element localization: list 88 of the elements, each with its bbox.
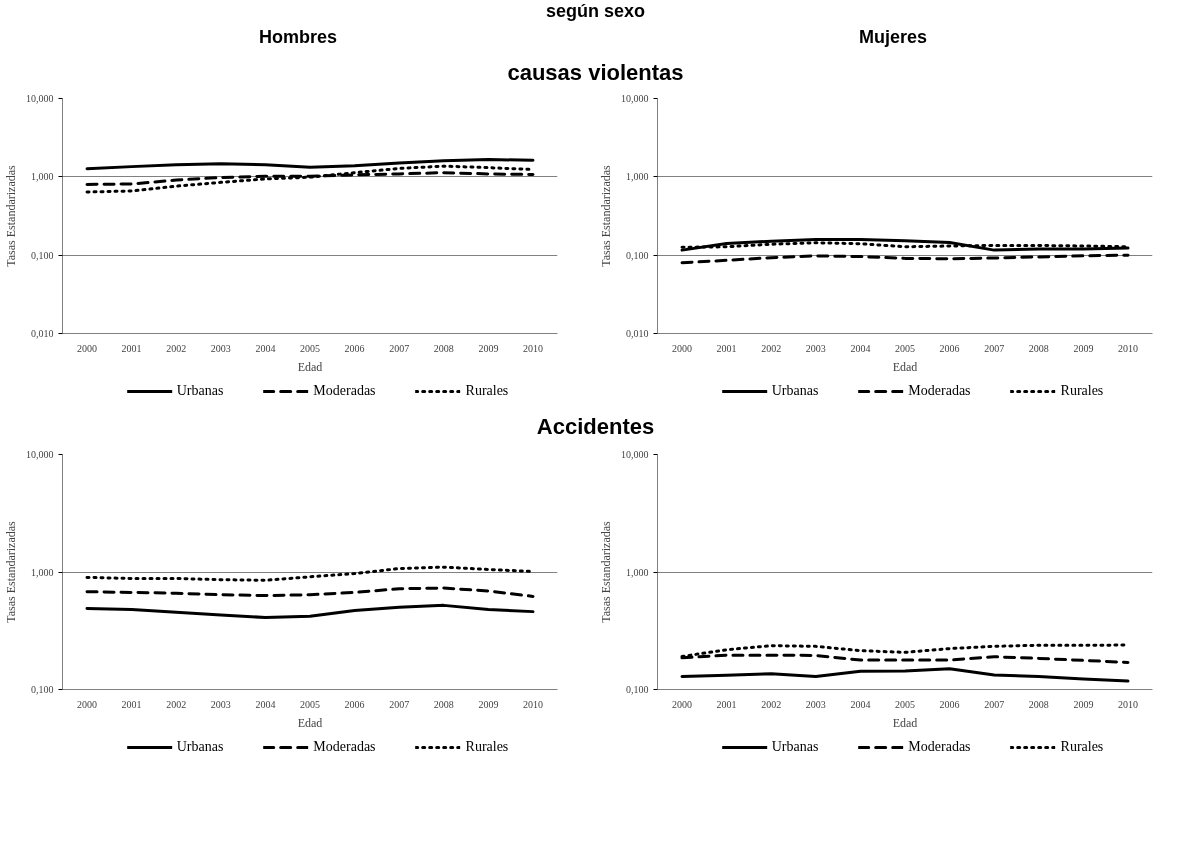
x-tick-label: 2002: [166, 342, 187, 354]
x-tick-label: 2004: [850, 698, 871, 710]
x-tick-label: 2005: [300, 698, 320, 710]
legend-label: Urbanas: [176, 739, 224, 755]
chart-title: Mujeres: [858, 26, 928, 47]
y-axis-title: Tasas Estandarizadas: [4, 164, 18, 267]
legend-label: Rurales: [1060, 383, 1104, 399]
x-tick-label: 2007: [984, 698, 1005, 710]
x-tick-label: 2009: [478, 698, 499, 710]
x-tick-label: 2005: [895, 342, 915, 354]
text: causas violentas: [507, 60, 684, 85]
y-tick-label: 0,010: [31, 328, 54, 339]
y-tick-label: 0,010: [626, 328, 649, 339]
x-tick-label: 2008: [433, 698, 454, 710]
legend-label: Urbanas: [176, 383, 224, 399]
x-tick-label: 2000: [672, 342, 693, 354]
x-axis-title: Edad: [297, 359, 323, 374]
x-tick-label: 2008: [1028, 698, 1049, 710]
y-tick-label: 10,000: [26, 449, 54, 460]
y-tick-label: 1,000: [626, 171, 649, 183]
x-tick-label: 2010: [522, 342, 543, 354]
line-series: [680, 253, 1130, 265]
x-tick-label: 2005: [300, 342, 320, 354]
legend-label: Moderadas: [908, 739, 971, 755]
line-series: [85, 603, 535, 619]
line-series: [85, 158, 535, 171]
text: Accidentes: [536, 414, 655, 439]
x-tick-label: 2000: [672, 698, 693, 710]
x-axis-title: Edad: [892, 359, 918, 374]
y-tick-label: 10,000: [621, 449, 649, 460]
legend-label: Urbanas: [771, 739, 819, 755]
y-tick-label: 10,000: [621, 93, 649, 104]
x-tick-label: 2007: [984, 342, 1005, 354]
x-tick-label: 2001: [716, 698, 737, 710]
text: según sexo: [545, 1, 646, 22]
x-tick-label: 2001: [121, 698, 142, 710]
x-axis-title: Edad: [892, 715, 918, 730]
x-tick-label: 2001: [121, 342, 142, 354]
x-tick-label: 2010: [1117, 698, 1138, 710]
y-axis-title: Tasas Estandarizadas: [599, 520, 613, 623]
x-tick-label: 2010: [1117, 342, 1138, 354]
line-series: [85, 586, 535, 598]
x-tick-label: 2000: [77, 342, 98, 354]
x-tick-label: 2007: [389, 698, 410, 710]
x-tick-label: 2006: [939, 698, 960, 710]
legend-label: Moderadas: [313, 383, 376, 399]
y-axis-title: Tasas Estandarizadas: [599, 164, 613, 267]
x-tick-label: 2003: [805, 698, 826, 710]
x-tick-label: 2009: [1073, 698, 1094, 710]
x-tick-label: 2005: [895, 698, 915, 710]
y-tick-label: 0,100: [626, 249, 649, 261]
x-tick-label: 2008: [1028, 342, 1049, 354]
y-tick-label: 0,100: [626, 684, 649, 695]
x-tick-label: 2006: [939, 342, 960, 354]
x-tick-label: 2008: [433, 342, 454, 354]
y-axis-title: Tasas Estandarizadas: [4, 520, 18, 623]
legend-label: Rurales: [1060, 739, 1104, 755]
x-tick-label: 2004: [255, 698, 276, 710]
legend-label: Urbanas: [771, 383, 819, 399]
y-tick-label: 10,000: [26, 93, 54, 104]
line-series: [680, 667, 1130, 683]
y-tick-label: 1,000: [31, 171, 54, 183]
x-tick-label: 2007: [389, 342, 410, 354]
x-tick-label: 2000: [77, 698, 98, 710]
x-tick-label: 2009: [1073, 342, 1094, 354]
x-tick-label: 2006: [344, 698, 365, 710]
y-tick-label: 0,100: [31, 684, 54, 695]
y-tick-label: 1,000: [626, 566, 649, 578]
x-tick-label: 2003: [210, 698, 231, 710]
x-tick-label: 2010: [522, 698, 543, 710]
legend-label: Moderadas: [313, 739, 376, 755]
y-tick-label: 1,000: [31, 566, 54, 578]
x-axis-title: Edad: [297, 715, 323, 730]
x-tick-label: 2002: [761, 698, 782, 710]
legend-label: Moderadas: [908, 383, 971, 399]
x-tick-label: 2002: [761, 342, 782, 354]
x-tick-label: 2009: [478, 342, 499, 354]
x-tick-label: 2002: [166, 698, 187, 710]
y-tick-label: 0,100: [31, 249, 54, 261]
x-tick-label: 2004: [255, 342, 276, 354]
x-tick-label: 2003: [210, 342, 231, 354]
legend-label: Rurales: [465, 383, 509, 399]
legend-label: Rurales: [465, 739, 509, 755]
x-tick-label: 2001: [716, 342, 737, 354]
chart-title: Hombres: [258, 26, 338, 47]
x-tick-label: 2003: [805, 342, 826, 354]
x-tick-label: 2006: [344, 342, 365, 354]
x-tick-label: 2004: [850, 342, 871, 354]
